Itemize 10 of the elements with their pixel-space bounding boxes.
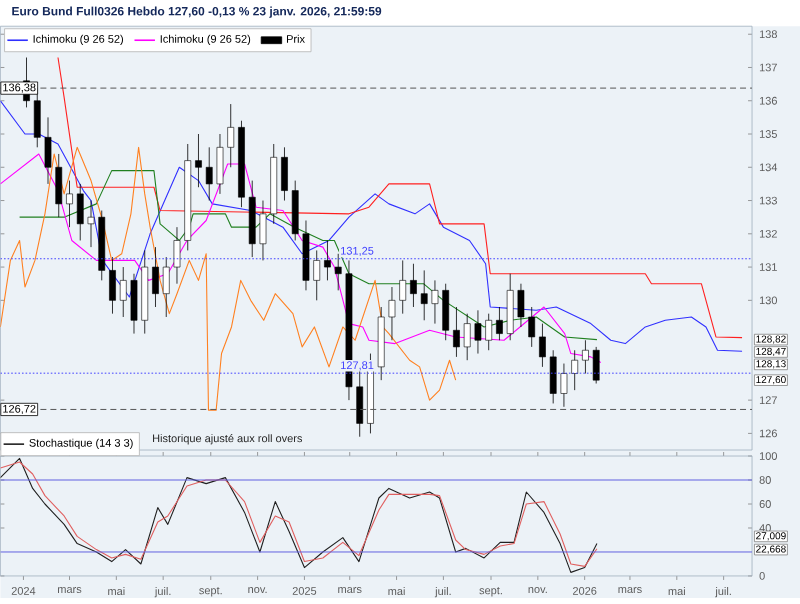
candlestick xyxy=(195,133,202,188)
candlestick xyxy=(571,349,579,391)
candlestick xyxy=(281,146,288,201)
candlestick xyxy=(152,246,159,308)
candlestick xyxy=(66,180,73,228)
candlestick xyxy=(109,256,116,315)
line-series xyxy=(0,146,457,411)
line-series xyxy=(19,170,598,341)
line-series xyxy=(57,56,743,339)
line-series xyxy=(0,100,743,352)
